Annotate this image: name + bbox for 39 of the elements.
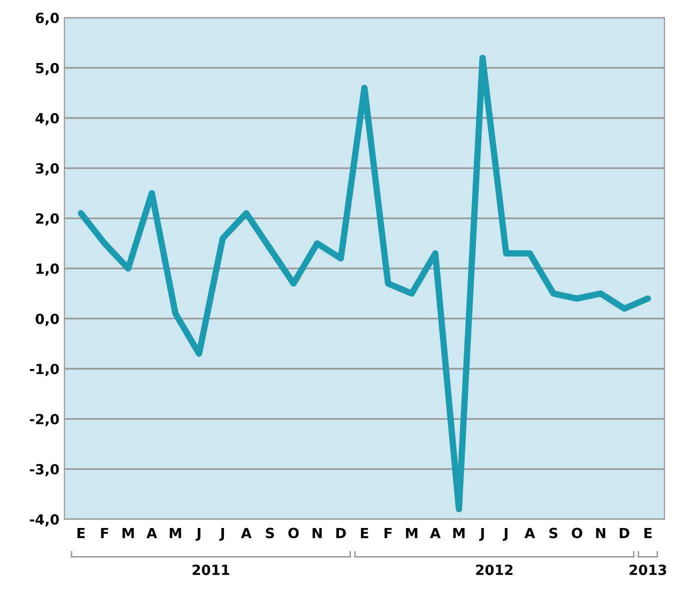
y-tick-label: 6,0 xyxy=(36,12,59,25)
x-tick-label: A xyxy=(241,528,252,538)
x-tick-label: J xyxy=(479,528,484,541)
y-tick-label: 4,0 xyxy=(36,112,59,126)
x-tick-label: D xyxy=(620,528,630,538)
x-tick-label: A xyxy=(430,528,441,538)
x-tick-label: F xyxy=(101,528,108,538)
y-tick-label: -4,0 xyxy=(30,514,59,526)
x-tick-label: M xyxy=(122,528,134,538)
y-tick-label: 1,0 xyxy=(36,263,59,276)
x-tick-label: J xyxy=(502,528,508,541)
x-tick-label: F xyxy=(384,528,392,538)
y-tick-label: 5,0 xyxy=(36,62,59,76)
x-tick-label: O xyxy=(288,528,299,538)
x-tick-label: S xyxy=(549,528,558,538)
text: 2011 xyxy=(192,564,230,576)
x-tick-label: A xyxy=(146,528,158,538)
x-tick-label: D xyxy=(336,528,346,538)
y-tick-label: 3,0 xyxy=(36,163,59,176)
x-tick-label: N xyxy=(596,528,606,538)
x-tick-label: O xyxy=(572,528,582,538)
x-tick-label: E xyxy=(644,528,652,538)
x-tick-label: M xyxy=(170,528,182,538)
x-tick-label: S xyxy=(266,528,274,538)
y-tick-label: 2,0 xyxy=(36,213,59,226)
x-tick-label: E xyxy=(360,528,368,538)
y-tick-label: 0,0 xyxy=(36,314,59,326)
x-tick-label: E xyxy=(77,528,85,538)
x-tick-label: N xyxy=(312,528,322,538)
y-tick-label: -2,0 xyxy=(30,414,59,426)
text: 2012 xyxy=(476,564,512,576)
x-tick-label: A xyxy=(524,528,536,538)
x-tick-label: J xyxy=(219,528,224,541)
text: 2013 xyxy=(630,564,666,576)
x-tick-label: M xyxy=(453,528,465,538)
y-tick-label: -3,0 xyxy=(30,464,59,476)
y-tick-label: -1,0 xyxy=(30,364,59,376)
x-tick-label: J xyxy=(196,528,200,541)
x-tick-label: M xyxy=(406,528,418,538)
